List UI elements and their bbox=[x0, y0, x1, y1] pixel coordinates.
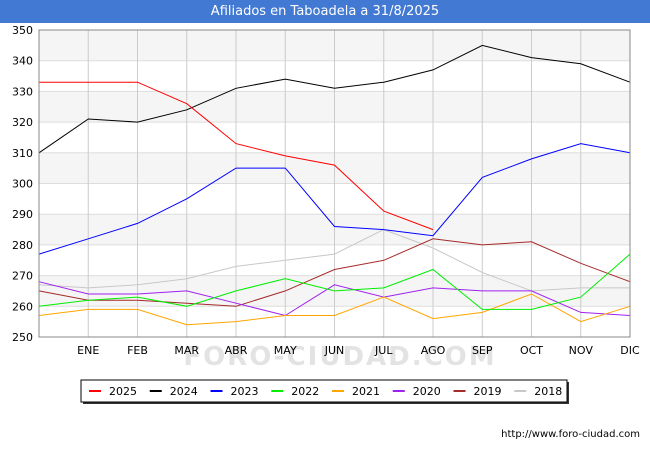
y-tick-label: 270 bbox=[12, 270, 33, 283]
series-line-2021 bbox=[38, 293, 631, 326]
y-tick-label: 250 bbox=[12, 331, 33, 344]
series-line-2020 bbox=[38, 281, 631, 317]
legend-box bbox=[80, 379, 568, 403]
x-tick-label: MAY bbox=[274, 344, 297, 357]
watermark: FORO-CIUDAD.COM bbox=[183, 342, 496, 372]
legend-label-2025: 2025 bbox=[109, 385, 137, 398]
y-tick-label: 280 bbox=[12, 239, 33, 252]
y-tick-labels: 250 260 270 280 290 300 310 320 330 340 350 bbox=[12, 24, 33, 344]
x-tick-label: SEP bbox=[472, 344, 493, 357]
y-tick-label: 310 bbox=[12, 147, 33, 160]
series-line-2023 bbox=[38, 143, 631, 255]
x-tick-label: ENE bbox=[77, 344, 99, 357]
y-tick-label: 260 bbox=[12, 300, 33, 313]
legend-label-2023: 2023 bbox=[231, 385, 259, 398]
series-line-2022 bbox=[38, 253, 631, 310]
y-tick-label: 330 bbox=[12, 85, 33, 98]
x-tick-label: DIC bbox=[620, 344, 640, 357]
legend: 2025 2024 2023 2022 2021 2020 2019 2018 bbox=[80, 379, 569, 404]
x-tick-label: FEB bbox=[127, 344, 148, 357]
y-tick-label: 320 bbox=[12, 116, 33, 129]
y-tick-label: 350 bbox=[12, 24, 33, 37]
plot-border bbox=[38, 29, 631, 338]
legend-label-2021: 2021 bbox=[352, 385, 380, 398]
x-tick-labels: ENE FEB MAR ABR MAY JUN JUL AGO SEP OCT NOV DIC bbox=[77, 344, 640, 357]
series-line-2019 bbox=[38, 238, 631, 307]
legend-label-2024: 2024 bbox=[170, 385, 198, 398]
y-tick-label: 290 bbox=[12, 208, 33, 221]
axes bbox=[38, 29, 631, 338]
series-line-2025 bbox=[39, 81, 434, 231]
footer-url: http://www.foro-ciudad.com bbox=[501, 429, 640, 440]
x-tick-label: OCT bbox=[520, 344, 543, 357]
legend-label-2020: 2020 bbox=[413, 385, 441, 398]
legend-label-2019: 2019 bbox=[474, 385, 502, 398]
legend-label-2022: 2022 bbox=[291, 385, 319, 398]
x-tick-label: ABR bbox=[225, 344, 248, 357]
x-tick-label: MAR bbox=[174, 344, 199, 357]
series-line-2024 bbox=[38, 44, 631, 154]
series-lines bbox=[38, 44, 631, 326]
x-tick-label: JUN bbox=[324, 344, 345, 357]
x-tick-label: JUL bbox=[374, 344, 393, 357]
x-tick-label: NOV bbox=[569, 344, 594, 357]
chart-title: Afiliados en Taboadela a 31/8/2025 bbox=[0, 0, 650, 23]
x-tick-label: AGO bbox=[421, 344, 446, 357]
y-tick-label: 340 bbox=[12, 55, 33, 68]
y-tick-label: 300 bbox=[12, 178, 33, 191]
legend-label-2018: 2018 bbox=[534, 385, 562, 398]
